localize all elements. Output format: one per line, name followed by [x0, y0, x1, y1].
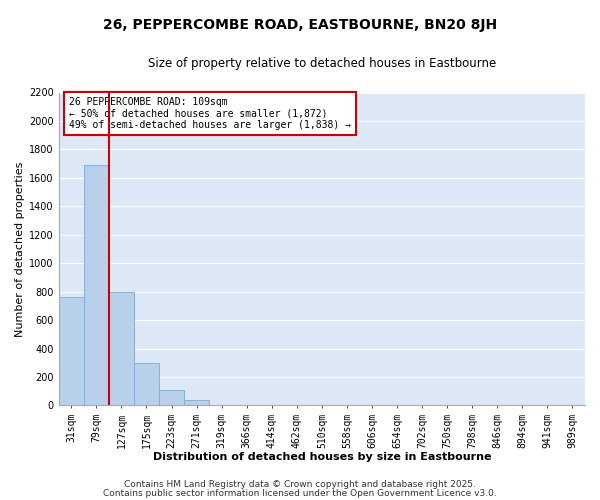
Bar	[59, 298, 84, 406]
Bar	[184, 400, 209, 406]
Bar	[84, 165, 109, 406]
X-axis label: Distribution of detached houses by size in Eastbourne: Distribution of detached houses by size …	[152, 452, 491, 462]
Y-axis label: Number of detached properties: Number of detached properties	[15, 162, 25, 336]
Text: Contains HM Land Registry data © Crown copyright and database right 2025.: Contains HM Land Registry data © Crown c…	[124, 480, 476, 489]
Text: 26 PEPPERCOMBE ROAD: 109sqm
← 50% of detached houses are smaller (1,872)
49% of : 26 PEPPERCOMBE ROAD: 109sqm ← 50% of det…	[70, 97, 352, 130]
Title: Size of property relative to detached houses in Eastbourne: Size of property relative to detached ho…	[148, 58, 496, 70]
Text: Contains public sector information licensed under the Open Government Licence v3: Contains public sector information licen…	[103, 488, 497, 498]
Bar	[159, 390, 184, 406]
Bar	[134, 363, 159, 406]
Text: 26, PEPPERCOMBE ROAD, EASTBOURNE, BN20 8JH: 26, PEPPERCOMBE ROAD, EASTBOURNE, BN20 8…	[103, 18, 497, 32]
Bar	[109, 292, 134, 406]
